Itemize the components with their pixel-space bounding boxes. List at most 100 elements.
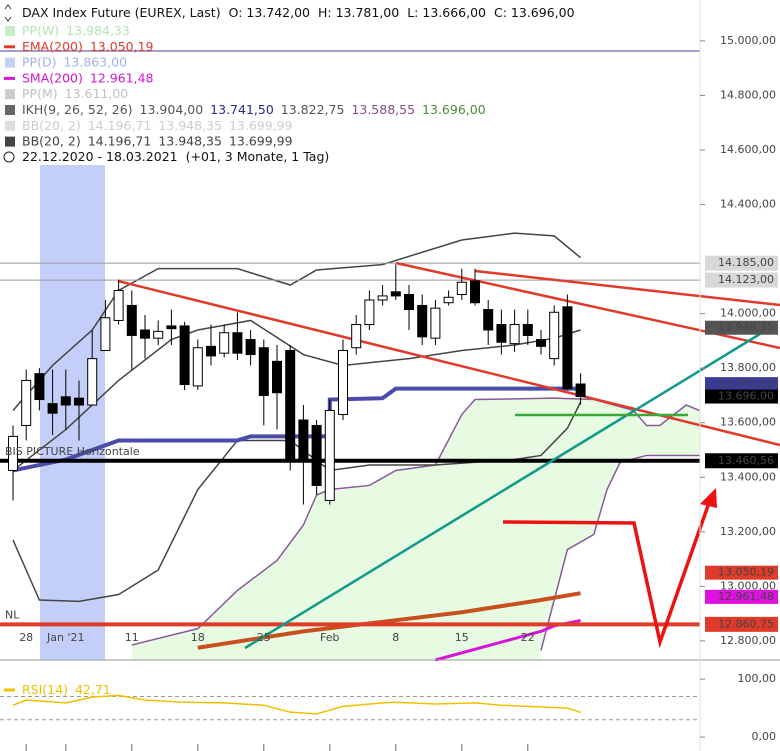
indicator-line <box>540 454 700 651</box>
candle-body <box>390 291 401 297</box>
candle-body <box>496 324 507 343</box>
legend-marker <box>5 136 15 147</box>
legend-name: PP(M) <box>22 86 58 101</box>
candle-body <box>549 311 560 360</box>
rsi-title: RSI(14) <box>22 682 68 697</box>
candle-body <box>298 419 309 461</box>
x-tick-label: 28 <box>19 631 33 644</box>
legend-name: PP(W) <box>22 23 59 38</box>
candle-body <box>87 358 98 406</box>
x-tick-label: Feb <box>320 631 339 644</box>
legend-value: 13.863,00 <box>63 54 127 69</box>
trend-line <box>117 279 780 447</box>
legend-value: 13.611,00 <box>65 86 129 101</box>
legend-value: 13.948,35 <box>158 133 222 148</box>
candle-body <box>60 396 71 406</box>
legend-value: 13.904,00 <box>140 102 204 117</box>
range-dates: 22.12.2020 - 18.03.2021 <box>22 149 178 164</box>
x-tick-label: 18 <box>191 631 205 644</box>
ohlc: O: 13.742,00 <box>229 5 310 20</box>
candle-body <box>364 299 375 326</box>
level-tag <box>705 453 778 469</box>
candle-body <box>232 332 243 354</box>
candle-body <box>153 330 164 339</box>
candle-body <box>509 324 520 345</box>
y-tick-label: 14.800,00 <box>720 88 776 101</box>
y-tick-label: 14.000,00 <box>720 307 776 320</box>
trend-line <box>244 332 761 650</box>
arrow <box>502 499 712 649</box>
legend-entry: PP(W) 13.984,33 <box>22 23 130 38</box>
clock-icon <box>3 151 15 163</box>
ohlc: L: 13.666,00 <box>407 5 486 20</box>
legend-marker <box>5 26 15 36</box>
legend-value: 13.699,99 <box>229 133 293 148</box>
y-tick-label: 0,00 <box>752 730 777 743</box>
legend-value: 14.196,71 <box>88 117 152 132</box>
y-tick-label: 14.400,00 <box>720 198 776 211</box>
y-tick-label: 15.000,00 <box>720 34 776 47</box>
x-tick-label: Jan '21 <box>46 631 84 644</box>
candle-body <box>522 324 533 336</box>
price-tag-label: 13.696,00 <box>718 390 774 403</box>
level-note: NL <box>5 608 20 621</box>
cloud <box>131 398 700 660</box>
symbol: DAX Index Future (EUREX, Last) O: 13.742,… <box>22 5 575 20</box>
level-label: 13.460,56 <box>718 454 774 467</box>
y-tick-label: 13.400,00 <box>720 470 776 483</box>
price-tag <box>705 565 778 580</box>
legend-entry: PP(M) 13.611,00 <box>22 86 128 101</box>
candle-body <box>456 281 467 296</box>
x-tick-label: 22 <box>521 631 535 644</box>
legend-value: 13.948,35 <box>158 117 222 132</box>
candle-body <box>206 345 216 357</box>
price-tag-label: 12.961,48 <box>718 590 774 603</box>
price-tag-label: 13.741,50 <box>718 377 774 390</box>
candle-body <box>113 289 124 321</box>
candle-body <box>140 329 150 339</box>
legend-entry: BB(20, 2) 14.196,71 13.948,35 13.699,99 <box>22 133 293 148</box>
legend-entry: SMA(200) 12.961,48 <box>22 70 154 85</box>
legend-name: BB(20, 2) <box>22 133 81 148</box>
price-tag <box>705 389 778 404</box>
legend-value: 12.961,48 <box>90 70 154 85</box>
candle-body <box>562 306 573 390</box>
candle-body <box>404 294 414 311</box>
candle-body <box>21 379 32 426</box>
candle-body <box>483 309 494 331</box>
candle-body <box>443 296 454 304</box>
legend-value: 13.699,99 <box>229 117 293 132</box>
symbol-name: DAX Index Future (EUREX, Last) <box>22 5 221 20</box>
candle-body <box>470 280 480 304</box>
y-tick-label: 13.000,00 <box>720 579 776 592</box>
candle-body <box>219 332 230 354</box>
indicator-line <box>197 591 581 650</box>
legend-marker <box>5 105 15 115</box>
candle-body <box>8 435 18 471</box>
x-tick-label: 15 <box>455 631 469 644</box>
arrow-head <box>700 488 717 508</box>
x-tick-label: 8 <box>392 631 399 644</box>
price-tag <box>705 320 778 335</box>
level-label: 14.123,00 <box>718 273 774 286</box>
indicators <box>0 50 700 662</box>
candle-body <box>417 304 428 338</box>
rsi-line <box>12 694 581 715</box>
level-tag <box>705 616 778 632</box>
level-note: BIS PICTURE Horizontale <box>5 445 140 458</box>
y-tick-label: 13.800,00 <box>720 361 776 374</box>
candle-body <box>338 349 348 416</box>
range: 22.12.2020 - 18.03.2021 (+01, 3 Monate, 1… <box>22 149 329 164</box>
price-tag-label: 13.050,19 <box>718 566 774 579</box>
level-tag <box>705 272 778 288</box>
price-tag-label: 13.948,35 <box>718 321 774 334</box>
x-tick-label: 25 <box>257 631 271 644</box>
legend-marker <box>5 89 15 100</box>
candle-body <box>100 317 111 351</box>
candle-body <box>192 347 203 387</box>
x-tick-label: 11 <box>125 631 139 644</box>
legend-entry: BB(20, 2) 14.196,71 13.948,35 13.699,99 <box>22 117 293 132</box>
candle-body <box>74 397 84 406</box>
